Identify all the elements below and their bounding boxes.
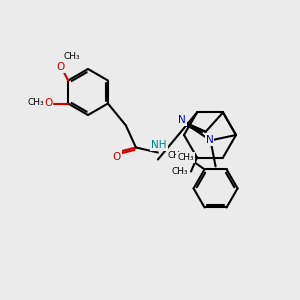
Text: O: O <box>113 152 121 161</box>
Text: CH₃: CH₃ <box>172 167 188 176</box>
Text: O: O <box>56 61 64 71</box>
Text: CH₃: CH₃ <box>177 153 194 162</box>
Text: CH₃: CH₃ <box>64 52 80 61</box>
Text: N: N <box>178 115 186 125</box>
Text: N: N <box>206 135 213 146</box>
Text: NH: NH <box>151 140 167 149</box>
Text: CH₃: CH₃ <box>28 98 44 107</box>
Text: CH₃: CH₃ <box>168 151 184 160</box>
Text: O: O <box>44 98 52 109</box>
